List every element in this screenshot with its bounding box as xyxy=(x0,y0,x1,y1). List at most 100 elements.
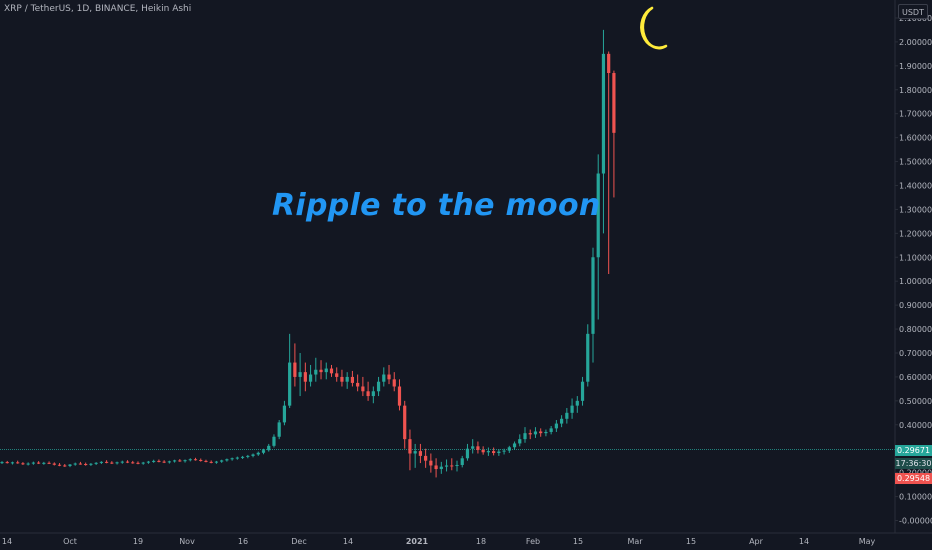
candle-body xyxy=(403,405,407,440)
candle-body xyxy=(308,374,313,382)
candle-body xyxy=(5,462,9,464)
secondary-price-badge: 0.29548 xyxy=(895,473,932,484)
y-tick-label: 1.60000 xyxy=(899,134,932,143)
symbol-title: XRP / TetherUS, 1D, BINANCE, Heikin Ashi xyxy=(4,4,192,14)
candle-body xyxy=(78,463,83,465)
y-tick-label: 0.50000 xyxy=(899,397,932,406)
crescent-moon-icon xyxy=(640,6,668,50)
x-tick-label: Dec xyxy=(291,537,306,546)
candle-body xyxy=(240,456,245,458)
y-tick-label: 1.00000 xyxy=(899,277,932,286)
time-scale[interactable]: 14 Oct 19 Nov 16 Dec 14 2021 18 Feb 15 Mar 15 Apr 14 Ma… xyxy=(0,532,932,546)
candle-body xyxy=(131,462,135,464)
x-tick-label: Oct xyxy=(63,537,77,546)
candle-body xyxy=(601,53,606,174)
candle-body xyxy=(282,405,287,423)
candle-body xyxy=(314,369,318,375)
candle-body xyxy=(356,382,360,387)
candle-body xyxy=(272,436,276,446)
candle-body xyxy=(267,445,271,451)
candle-body xyxy=(533,431,538,435)
candle-body xyxy=(486,451,490,453)
candle-body xyxy=(52,463,56,465)
candle-body xyxy=(549,428,553,432)
x-tick-label: May xyxy=(859,537,876,546)
candle-body xyxy=(465,448,470,459)
candle-body xyxy=(324,368,328,373)
annotation-text[interactable]: Ripple to the moon xyxy=(272,188,601,223)
candle-body xyxy=(345,376,349,382)
candle-body xyxy=(16,462,20,464)
candle-body xyxy=(261,450,266,453)
candle-body xyxy=(335,373,339,377)
candle-body xyxy=(397,386,402,406)
candle-body xyxy=(371,391,375,397)
x-tick-label: Apr xyxy=(749,537,764,546)
candle-body xyxy=(429,460,433,466)
candle-body xyxy=(387,374,391,380)
y-tick-label: 1.30000 xyxy=(899,205,932,214)
candle-body xyxy=(413,451,417,454)
candle-body xyxy=(188,459,192,461)
y-tick-label: 1.70000 xyxy=(899,110,932,119)
candle-body xyxy=(220,460,224,462)
candle-body xyxy=(31,462,35,464)
y-tick-label: 0.70000 xyxy=(899,349,932,358)
candle-body xyxy=(350,376,355,383)
x-tick-label: 16 xyxy=(238,537,248,546)
candle-body xyxy=(539,431,543,434)
y-tick-label: 0.60000 xyxy=(899,373,932,382)
candle-body xyxy=(115,462,119,464)
candle-body xyxy=(172,460,177,462)
x-tick-label: Mar xyxy=(627,537,643,546)
candle-body xyxy=(68,464,72,466)
x-tick-label: 19 xyxy=(133,537,143,546)
candle-body xyxy=(612,73,616,133)
currency-button[interactable]: USDT xyxy=(898,4,928,19)
candle-body xyxy=(94,462,98,464)
candle-body xyxy=(607,53,611,74)
candle-body xyxy=(424,455,428,461)
candle-body xyxy=(21,463,25,465)
candle-body xyxy=(575,400,579,406)
candle-body xyxy=(167,461,171,463)
candle-body xyxy=(471,446,475,449)
x-tick-label: 15 xyxy=(573,537,583,546)
y-tick-label: 1.50000 xyxy=(899,158,932,167)
candle-body xyxy=(225,459,229,461)
candle-body xyxy=(47,462,51,464)
candle-body xyxy=(554,423,558,429)
x-tick-label: Nov xyxy=(179,537,195,546)
candle-body xyxy=(288,362,292,406)
candle-body xyxy=(146,461,151,463)
candle-body xyxy=(392,379,396,387)
candle-body xyxy=(329,368,334,374)
candle-body xyxy=(303,372,307,382)
candle-body xyxy=(42,462,46,464)
y-tick-label: 1.90000 xyxy=(899,62,932,71)
candle-body xyxy=(319,369,323,373)
x-tick-label: 2021 xyxy=(406,537,429,546)
candle-series xyxy=(0,29,616,478)
candle-body xyxy=(434,465,438,470)
candle-body xyxy=(376,381,381,392)
y-tick-label: 1.80000 xyxy=(899,86,932,95)
candle-body xyxy=(361,386,365,392)
candle-body xyxy=(37,462,41,464)
candle-body xyxy=(444,465,449,467)
candle-body xyxy=(366,391,370,397)
candle-body xyxy=(199,459,203,461)
candle-body xyxy=(256,452,260,455)
candle-body xyxy=(460,458,464,465)
candle-body xyxy=(0,462,4,464)
candle-body xyxy=(73,463,77,465)
x-tick-label: 14 xyxy=(2,537,12,546)
y-tick-label: 0.80000 xyxy=(899,325,932,334)
candle-body xyxy=(214,461,219,463)
candle-body xyxy=(178,460,182,462)
candle-body xyxy=(560,418,564,424)
x-tick-label: 15 xyxy=(686,537,696,546)
candle-body xyxy=(193,459,198,461)
